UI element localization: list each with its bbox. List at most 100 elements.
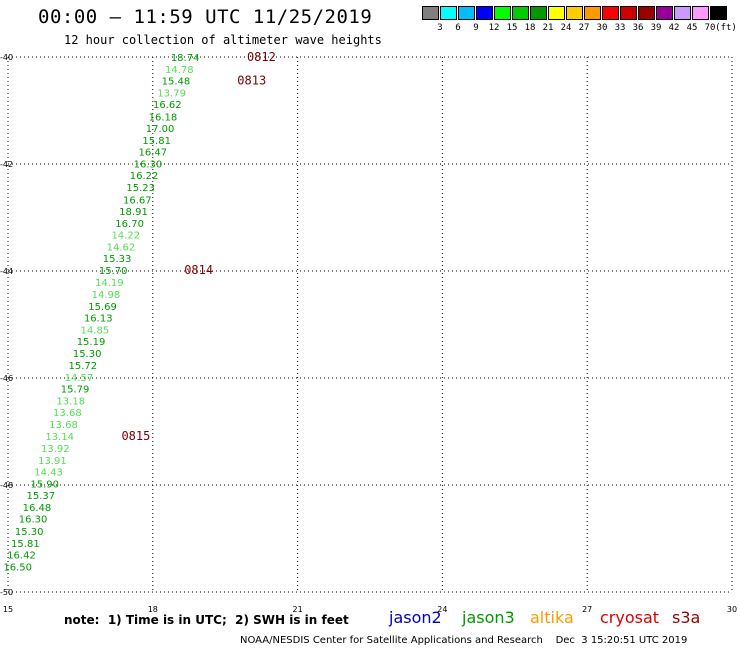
satellite-jason3: jason3	[462, 608, 515, 627]
wave-height-point: 13.68	[49, 420, 78, 431]
pass-labels: 0812 0813 0814 0815	[121, 50, 275, 443]
x-tick-label: 21	[293, 605, 303, 614]
wave-height-point: 15.33	[103, 254, 132, 265]
colorbar-tick-label: 30	[596, 23, 608, 33]
colorbar-tick-label: 9	[473, 23, 479, 33]
colorbar-tick-label: 24	[560, 23, 572, 33]
colorbar-tick-label: 21	[542, 23, 554, 33]
wave-height-point: 14.43	[34, 468, 63, 479]
wave-height-point: 16.22	[130, 171, 159, 182]
colorbar-swatch	[620, 6, 637, 20]
colorbar-swatch	[584, 6, 601, 20]
chart-subtitle: 12 hour collection of altimeter wave hei…	[64, 33, 382, 47]
wave-height-point: 14.19	[95, 278, 124, 289]
wave-height-point: 16.30	[134, 159, 163, 170]
colorbar-swatch	[674, 6, 691, 20]
wave-height-point: 13.91	[38, 456, 67, 467]
wave-height-point: 16.50	[3, 562, 32, 573]
colorbar-swatch	[494, 6, 511, 20]
wave-height-point: 15.70	[99, 266, 128, 277]
colorbar-tick-label: 15	[506, 23, 518, 33]
colorbar-tick-label: 27	[578, 23, 590, 33]
satellite-altika: altika	[530, 608, 574, 627]
y-tick-label: -48	[0, 481, 13, 490]
colorbar-swatch	[656, 6, 673, 20]
wave-height-point: 14.22	[111, 231, 140, 242]
wave-height-point: 14.57	[65, 373, 94, 384]
wave-height-point: 15.30	[73, 349, 102, 360]
wave-height-point: 13.92	[41, 444, 70, 455]
colorbar-swatch	[476, 6, 493, 20]
wave-height-point: 15.79	[61, 385, 90, 396]
wave-height-point: 13.14	[45, 432, 74, 443]
colorbar-swatch	[422, 6, 439, 20]
wave-height-point: 15.81	[11, 539, 40, 550]
colorbar-swatch	[710, 6, 727, 20]
wave-height-point: 13.68	[53, 408, 82, 419]
wave-height-point: 17.00	[146, 124, 175, 135]
wave-height-point: 15.72	[68, 361, 97, 372]
x-tick-label: 15	[3, 605, 13, 614]
colorbar-swatch	[530, 6, 547, 20]
colorbar-tick-label: 42	[668, 23, 680, 33]
wave-height-point: 15.69	[88, 302, 117, 313]
wave-height-point: 15.81	[142, 136, 171, 147]
wave-height-point: 18.91	[119, 207, 148, 218]
y-tick-label: -44	[0, 267, 13, 276]
colorbar-tick-label: 6	[455, 23, 461, 33]
pass-time-label: 0814	[184, 263, 213, 277]
x-tick-label: 24	[437, 605, 447, 614]
satellite-jason2: jason2	[389, 608, 442, 627]
wave-height-point: 13.18	[56, 396, 85, 407]
y-tick-label: -40	[0, 53, 13, 62]
wave-height-point: 16.18	[149, 112, 178, 123]
wave-height-point: 14.78	[165, 65, 194, 76]
colorbar-unit: (ft)	[715, 23, 737, 33]
wave-height-point: 15.90	[30, 479, 59, 490]
colorbar-swatch	[638, 6, 655, 20]
x-tick-label: 30	[727, 605, 737, 614]
colorbar-tick-label: 70	[704, 23, 716, 33]
footer-credit: NOAA/NESDIS Center for Satellite Applica…	[240, 635, 688, 646]
y-tick-label: -50	[0, 588, 13, 597]
colorbar-swatch	[458, 6, 475, 20]
wave-height-point: 15.30	[15, 527, 44, 538]
wave-height-point: 15.23	[126, 183, 155, 194]
wave-height-point: 15.19	[77, 337, 106, 348]
wave-height-point: 14.85	[81, 325, 110, 336]
colorbar-tick-label: 36	[632, 23, 644, 33]
satellite-cryosat: cryosat	[600, 608, 660, 627]
colorbar-tick-label: 3	[437, 23, 443, 33]
colorbar-swatch	[692, 6, 709, 20]
axis-labels: 15 18 21 24 27 30 -40 -42 -44 -46 -48 -50	[0, 53, 737, 614]
wave-height-point: 15.48	[162, 77, 191, 88]
colorbar-tick-label: 18	[524, 23, 536, 33]
chart-title: 00:00 – 11:59 UTC 11/25/2019	[38, 6, 373, 28]
wave-height-point: 16.67	[123, 195, 152, 206]
colorbar-tick-label: 12	[488, 23, 500, 33]
wave-height-point: 16.70	[115, 219, 144, 230]
x-tick-label: 27	[582, 605, 592, 614]
data-points: 18.7414.7815.4813.7916.6216.1817.0015.81…	[3, 53, 199, 573]
wave-height-point: 16.13	[84, 314, 113, 325]
wave-height-point: 15.37	[27, 491, 56, 502]
y-tick-label: -46	[0, 374, 13, 383]
wave-height-point: 14.98	[92, 290, 121, 301]
colorbar-swatch	[512, 6, 529, 20]
wave-height-point: 18.74	[171, 53, 200, 64]
pass-time-label: 0812	[247, 50, 276, 64]
wave-height-point: 13.79	[157, 88, 186, 99]
wave-height-point: 16.48	[23, 503, 52, 514]
satellite-s3a: s3a	[672, 608, 701, 627]
colorbar-tick-label: 45	[686, 23, 698, 33]
wave-height-point: 16.47	[138, 148, 167, 159]
wave-height-point: 14.62	[107, 242, 136, 253]
colorbar-tick-label: 39	[650, 23, 662, 33]
y-tick-label: -42	[0, 160, 13, 169]
wave-height-point: 16.62	[153, 100, 182, 111]
colorbar-tick-label: 33	[614, 23, 626, 33]
grid-lines	[7, 56, 733, 593]
colorbar-swatch	[566, 6, 583, 20]
pass-time-label: 0815	[121, 429, 150, 443]
